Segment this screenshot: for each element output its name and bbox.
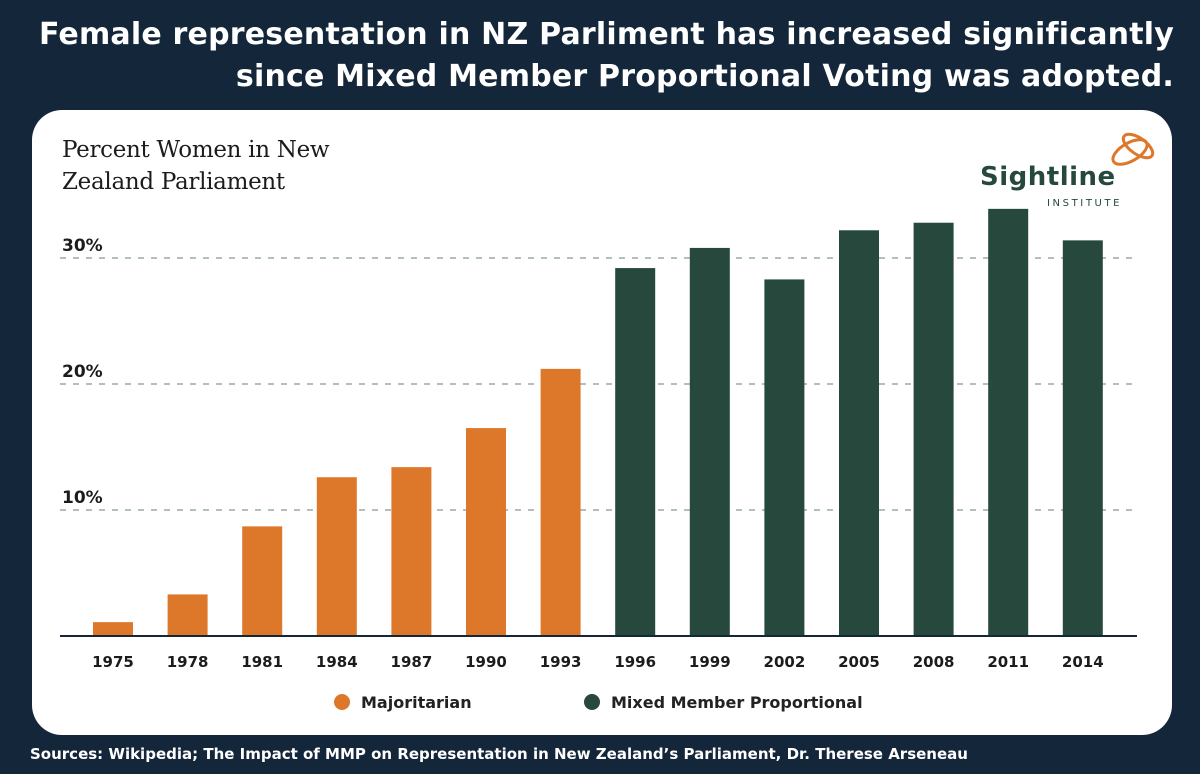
bar-majoritarian-1975 — [93, 622, 133, 636]
x-tick-label-2014: 2014 — [1062, 653, 1104, 671]
bar-mmp-2008 — [913, 222, 954, 636]
bar-majoritarian-1984 — [316, 477, 357, 636]
legend-majoritarian-swatch — [334, 694, 350, 710]
sightline-logo-icon — [1111, 132, 1155, 166]
x-tick-label-1975: 1975 — [92, 653, 134, 671]
bar-majoritarian-1993 — [540, 368, 581, 636]
bar-chart: 10% 20% 30% 1975 1978 1981 1984 1987 1990 1993 199… — [60, 208, 1137, 671]
y-tick-label-20: 20% — [62, 362, 103, 382]
bar-mmp-2011 — [988, 208, 1029, 637]
x-tick-label-1987: 1987 — [391, 653, 433, 671]
y-tick-label-10: 10% — [62, 488, 103, 508]
x-tick-label-2002: 2002 — [764, 653, 806, 671]
bar-majoritarian-1981 — [242, 526, 283, 636]
y-tick-label-30: 30% — [62, 236, 103, 256]
chart-title: Percent Women in New Zealand Parliament — [62, 134, 330, 198]
bar-mmp-2005 — [839, 230, 879, 636]
bar-mmp-1996 — [615, 268, 656, 636]
x-tick-label-2005: 2005 — [838, 653, 880, 671]
chart-title-line-1: Percent Women in New — [62, 137, 330, 163]
x-tick-label-1999: 1999 — [689, 653, 731, 671]
bar-majoritarian-1987 — [391, 467, 432, 636]
x-tick-label-1981: 1981 — [241, 653, 283, 671]
headline: Female representation in NZ Parliment ha… — [24, 14, 1174, 98]
logo-subtitle: INSTITUTE — [1047, 198, 1123, 209]
x-tick-label-1993: 1993 — [540, 653, 582, 671]
chart-panel: Percent Women in New Zealand Parliament … — [32, 110, 1172, 735]
x-tick-label-2008: 2008 — [913, 653, 955, 671]
legend-mmp-swatch — [584, 694, 600, 710]
x-tick-label-2011: 2011 — [987, 653, 1029, 671]
legend-mmp-label: Mixed Member Proportional — [611, 692, 863, 712]
bar-majoritarian-1990 — [466, 428, 506, 636]
bar-mmp-2014 — [1062, 240, 1103, 637]
bar-majoritarian-1978 — [167, 594, 208, 636]
bar-mmp-2002 — [764, 279, 805, 636]
x-tick-label-1990: 1990 — [465, 653, 507, 671]
bar-mmp-1999 — [689, 247, 730, 637]
x-tick-label-1984: 1984 — [316, 653, 358, 671]
legend-mmp: Mixed Member Proportional — [584, 690, 863, 714]
chart-title-line-2: Zealand Parliament — [62, 169, 285, 195]
logo-name: Sightline — [980, 162, 1116, 192]
legend-majoritarian-label: Majoritarian — [361, 692, 472, 712]
headline-line-1: Female representation in NZ Parliment ha… — [38, 17, 1174, 52]
legend-majoritarian: Majoritarian — [334, 690, 472, 714]
x-tick-label-1978: 1978 — [167, 653, 209, 671]
sources-footer: Sources: Wikipedia; The Impact of MMP on… — [30, 745, 968, 763]
headline-line-2: since Mixed Member Proportional Voting w… — [235, 59, 1174, 94]
x-tick-label-1996: 1996 — [614, 653, 656, 671]
